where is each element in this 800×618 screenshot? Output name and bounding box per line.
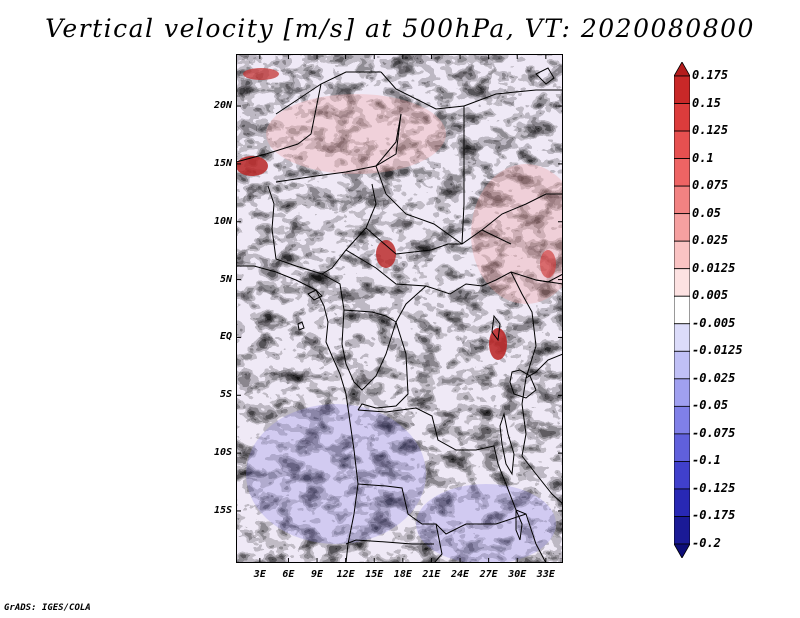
- colorbar-level-label: 0.175: [692, 68, 729, 82]
- colorbar-level-label: 0.075: [692, 178, 729, 193]
- colorbar-level-label: -0.2: [692, 536, 721, 550]
- colorbar-segment: [674, 488, 690, 517]
- colorbar-segment: [674, 405, 690, 435]
- colorbar-top-arrow: [674, 62, 690, 77]
- lon-label-24e: 24E: [451, 569, 470, 580]
- lat-label-5s: 5S: [219, 389, 232, 401]
- colorbar-segment: [674, 516, 690, 545]
- lat-label-15s: 15S: [213, 504, 232, 516]
- lat-label-eq: EQ: [219, 331, 232, 343]
- colorbar-level-label: -0.005: [692, 315, 736, 330]
- field-region-sahel: [266, 94, 446, 174]
- colorbar-bottom-arrow: [674, 543, 690, 558]
- lon-label-33e: 33E: [536, 569, 555, 580]
- colorbar-segment: [674, 378, 690, 407]
- map-frame: [236, 54, 563, 563]
- lon-label-21e: 21E: [422, 569, 441, 580]
- colorbar-segment: [674, 433, 690, 462]
- colorbar-level-label: 0.05: [692, 205, 721, 220]
- colorbar-segment: [674, 158, 690, 187]
- colorbar-segment: [674, 103, 690, 132]
- colorbar-segment: [674, 130, 690, 159]
- colorbar-segment: [674, 213, 690, 242]
- colorbar-level-label: -0.05: [692, 398, 729, 413]
- colorbar-level-label: -0.075: [692, 425, 736, 440]
- lon-label-9e: 9E: [311, 569, 324, 580]
- lon-label-27e: 27E: [479, 569, 498, 580]
- colorbar-level-label: -0.125: [692, 480, 736, 495]
- colorbar: [674, 62, 690, 558]
- colorbar-segment: [674, 350, 690, 380]
- colorbar-level-label: 0.1: [692, 150, 714, 165]
- colorbar-segment: [674, 185, 690, 215]
- colorbar-segment: [674, 75, 690, 104]
- colorbar-level-label: 0.125: [692, 123, 729, 138]
- map-panel: [235, 54, 581, 564]
- colorbar-level-label: -0.025: [692, 370, 736, 385]
- lon-label-18e: 18E: [393, 569, 412, 580]
- colorbar-segment: [674, 240, 690, 270]
- lon-label-3e: 3E: [253, 569, 266, 580]
- lon-label-15e: 15E: [365, 569, 384, 580]
- grads-credit: GrADS: IGES/COLA: [4, 603, 91, 613]
- chart-title: Vertical velocity [m/s] at 500hPa, VT: 2…: [45, 14, 755, 43]
- colorbar-level-label: 0.025: [692, 233, 729, 248]
- colorbar-level-label: -0.0125: [692, 343, 743, 358]
- lat-label-15n: 15N: [213, 157, 232, 169]
- colorbar-level-label: -0.1: [692, 453, 721, 468]
- strong-updraft-cores: [236, 68, 556, 360]
- lon-label-6e: 6E: [282, 569, 295, 580]
- country-borders: [235, 67, 564, 564]
- colorbar-level-label: -0.175: [692, 508, 736, 523]
- field-region-south: [246, 404, 426, 544]
- colorbar-segment: [674, 461, 690, 490]
- field-positive-pattern: [236, 54, 563, 563]
- colorbar-segment: [674, 268, 690, 297]
- vertical-velocity-field: [235, 54, 581, 564]
- lat-label-20n: 20N: [213, 100, 232, 112]
- colorbar-level-label: 0.15: [692, 95, 721, 110]
- colorbar-level-label: 0.0125: [692, 260, 736, 275]
- lat-label-10s: 10S: [213, 447, 232, 459]
- colorbar-level-label: 0.005: [692, 288, 729, 303]
- lon-label-30e: 30E: [508, 569, 527, 580]
- lon-label-12e: 12E: [336, 569, 355, 580]
- colorbar-segment: [674, 295, 690, 325]
- lat-label-10n: 10N: [213, 215, 232, 227]
- lat-label-5n: 5N: [219, 273, 232, 285]
- colorbar-segment: [674, 323, 690, 352]
